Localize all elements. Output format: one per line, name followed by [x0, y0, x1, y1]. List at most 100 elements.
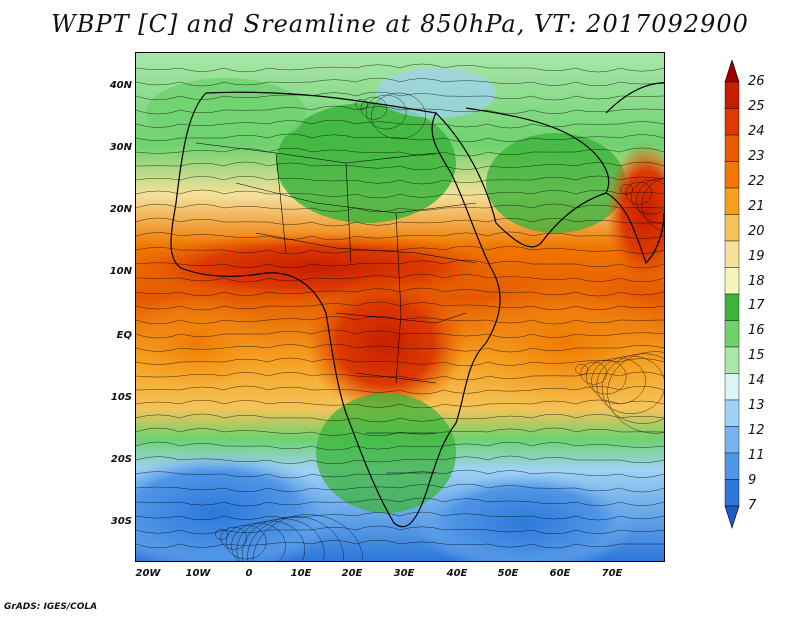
lon-label-10e: 10E — [290, 568, 312, 579]
southern-africa-green — [316, 393, 456, 513]
streamline — [136, 455, 664, 465]
colorbar-box — [724, 479, 740, 507]
streamline — [136, 413, 664, 423]
streamline — [136, 231, 664, 241]
streamline — [136, 329, 664, 339]
colorbar-tick-label: 17 — [748, 298, 765, 314]
streamline — [247, 516, 344, 561]
colorbar-bottom-arrow — [724, 505, 740, 529]
streamline — [136, 147, 664, 157]
streamline — [136, 217, 664, 227]
streamline — [136, 287, 664, 297]
streamline — [136, 301, 664, 311]
streamline — [355, 99, 368, 110]
colorbar-box — [724, 426, 740, 454]
streamline — [136, 357, 664, 367]
lon-label-20e: 20E — [341, 568, 363, 579]
colorbar-box — [724, 214, 740, 242]
streamline — [242, 518, 325, 561]
streamline — [136, 77, 664, 87]
south-indian-cool — [416, 473, 636, 561]
lat-label-40n: 40N — [109, 80, 132, 91]
lat-label-20s: 20S — [110, 454, 132, 465]
streamline — [136, 385, 664, 395]
streamline — [136, 133, 664, 143]
colorbar-box — [724, 267, 740, 295]
colorbar-box — [724, 346, 740, 374]
streamline — [220, 526, 248, 550]
streamline — [136, 441, 664, 451]
colorbar-tick-label: 9 — [748, 473, 757, 489]
south-atlantic-cool — [136, 453, 336, 561]
streamline — [136, 91, 664, 101]
streamline — [136, 539, 664, 549]
streamline — [136, 469, 664, 479]
streamline — [136, 189, 664, 199]
lat-label-20n: 20N — [109, 204, 132, 215]
colorbar-tick-label: 26 — [748, 74, 765, 89]
colorbar-tick-label: 19 — [748, 248, 765, 264]
colorbar-tick-label: 13 — [748, 398, 765, 414]
streamline — [136, 343, 664, 353]
streamline — [360, 96, 388, 120]
streamline — [136, 203, 664, 213]
colorbar-tick-label: 7 — [748, 498, 757, 513]
streamline — [136, 399, 664, 409]
colorbar-tick-label: 20 — [748, 223, 765, 239]
chart-title: WBPT [C] and Sreamline at 850hPa, VT: 20… — [51, 10, 749, 38]
colorbar-tick-label: 22 — [748, 173, 765, 189]
streamline — [231, 522, 286, 561]
colorbar-tick-label: 16 — [748, 323, 765, 339]
lon-label-70e: 70E — [601, 568, 623, 579]
streamline — [136, 273, 664, 283]
colorbar-box — [724, 187, 740, 215]
lon-label-10w: 10W — [185, 568, 211, 579]
india-hot-region — [606, 143, 664, 283]
colorbar-tick-label: 12 — [748, 423, 765, 439]
sahel-hot-band — [136, 233, 506, 303]
colorbar-box — [724, 81, 740, 109]
colorbar-box — [724, 399, 740, 427]
lon-label-30e: 30E — [393, 568, 415, 579]
atlantic-warm-region — [136, 293, 266, 393]
streamline — [602, 353, 664, 424]
streamline — [136, 483, 664, 493]
streamline — [620, 184, 633, 195]
streamline — [636, 177, 664, 225]
lat-label-eq: EQ — [116, 330, 132, 341]
streamline — [252, 514, 364, 561]
streamline — [607, 351, 664, 434]
congo-hot-region — [306, 273, 466, 413]
sahara-green-region — [276, 103, 456, 223]
streamline — [136, 371, 664, 381]
streamline — [136, 175, 664, 185]
arabia-green-region — [486, 133, 626, 233]
lon-label-20w: 20W — [135, 568, 161, 579]
colorbar — [724, 60, 740, 529]
streamline — [136, 525, 664, 535]
colorbar-box — [724, 108, 740, 136]
streamline — [591, 357, 646, 405]
grads-credit: GrADS: IGES/COLA — [4, 602, 98, 612]
streamline — [136, 511, 664, 521]
lat-label-10s: 10S — [110, 392, 132, 403]
colorbar-tick-label: 25 — [748, 98, 765, 114]
streamline — [136, 161, 664, 171]
lat-label-30n: 30N — [109, 142, 132, 153]
lon-label-50e: 50E — [497, 568, 519, 579]
lon-label-40e: 40E — [446, 568, 468, 579]
colorbar-box — [724, 293, 740, 321]
map-plot-area — [135, 52, 665, 562]
colorbar-box — [724, 240, 740, 268]
streamline — [136, 119, 664, 129]
colorbar-tick-label: 23 — [748, 148, 765, 164]
colorbar-tick-label: 24 — [748, 123, 765, 139]
colorbar-tick-label: 14 — [748, 373, 765, 389]
colorbar-tick-label: 21 — [748, 198, 765, 214]
lon-label-0: 0 — [245, 568, 253, 579]
streamline — [136, 259, 664, 269]
streamline — [136, 63, 664, 73]
streamline — [580, 361, 608, 385]
lat-label-30s: 30S — [110, 516, 132, 527]
streamline — [136, 315, 664, 325]
